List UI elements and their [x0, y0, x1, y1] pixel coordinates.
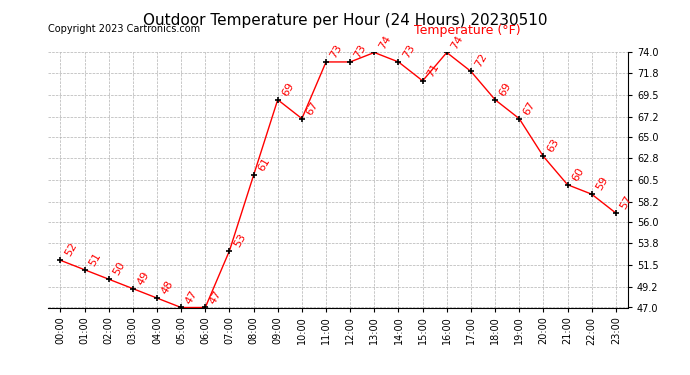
- Text: 59: 59: [594, 175, 610, 192]
- Text: Copyright 2023 Cartronics.com: Copyright 2023 Cartronics.com: [48, 24, 200, 34]
- Text: 57: 57: [618, 194, 634, 211]
- Text: 47: 47: [208, 288, 224, 306]
- Text: 61: 61: [256, 156, 272, 173]
- Text: 52: 52: [63, 241, 79, 258]
- Text: 74: 74: [449, 33, 465, 51]
- Text: 73: 73: [353, 43, 368, 60]
- Text: Outdoor Temperature per Hour (24 Hours) 20230510: Outdoor Temperature per Hour (24 Hours) …: [143, 13, 547, 28]
- Text: 63: 63: [546, 137, 562, 154]
- Text: 67: 67: [304, 99, 320, 117]
- Text: 47: 47: [184, 288, 199, 306]
- Text: 73: 73: [328, 43, 344, 60]
- Text: 69: 69: [497, 81, 513, 98]
- Text: 60: 60: [570, 166, 586, 183]
- Text: 69: 69: [280, 81, 296, 98]
- Text: 71: 71: [425, 62, 441, 79]
- Text: 48: 48: [159, 279, 175, 296]
- Text: 49: 49: [135, 269, 151, 287]
- Text: 72: 72: [473, 52, 489, 69]
- Text: 50: 50: [111, 260, 127, 277]
- Text: 73: 73: [401, 43, 417, 60]
- Text: 51: 51: [87, 251, 103, 268]
- Text: 53: 53: [232, 232, 248, 249]
- Text: 67: 67: [522, 99, 538, 117]
- Text: 74: 74: [377, 33, 393, 51]
- Text: Temperature (°F): Temperature (°F): [414, 24, 521, 38]
